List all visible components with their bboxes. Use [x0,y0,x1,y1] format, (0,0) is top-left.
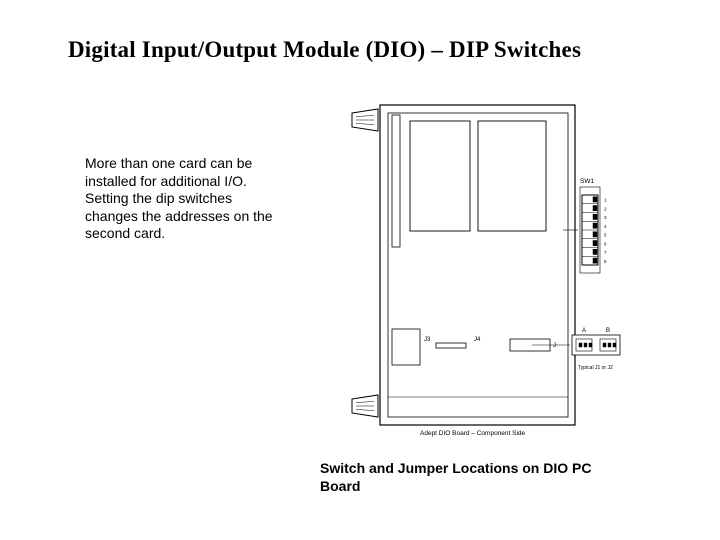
svg-text:2: 2 [604,206,607,211]
diagram-caption: Switch and Jumper Locations on DIO PC Bo… [320,460,630,495]
dio-board-diagram: 1 2 3 4 5 6 7 8 SW1 A B J3 J4 J Typical J1 or J2 Adept … [310,97,640,447]
dio-board-svg: 1 2 3 4 5 6 7 8 SW1 A B J3 J4 J Typical J1 or J2 Adept … [310,97,640,447]
svg-text:5: 5 [604,233,607,238]
svg-text:Typical J1 or J2: Typical J1 or J2 [578,365,613,371]
svg-text:3: 3 [604,215,607,220]
page-title: Digital Input/Output Module (DIO) – DIP … [68,37,581,63]
svg-text:8: 8 [604,259,607,264]
svg-text:J: J [553,343,556,349]
svg-text:Adept DIO Board – Component Si: Adept DIO Board – Component Side [420,430,526,437]
svg-text:J3: J3 [424,337,431,343]
svg-text:6: 6 [604,241,607,246]
svg-text:B: B [606,328,610,334]
svg-text:7: 7 [604,250,607,255]
svg-text:A: A [582,328,586,334]
svg-text:1: 1 [604,198,607,203]
svg-text:J4: J4 [474,337,481,343]
svg-text:SW1: SW1 [580,178,594,185]
svg-text:4: 4 [604,224,607,229]
body-paragraph: More than one card can be installed for … [85,155,285,243]
slide: Digital Input/Output Module (DIO) – DIP … [0,0,720,540]
